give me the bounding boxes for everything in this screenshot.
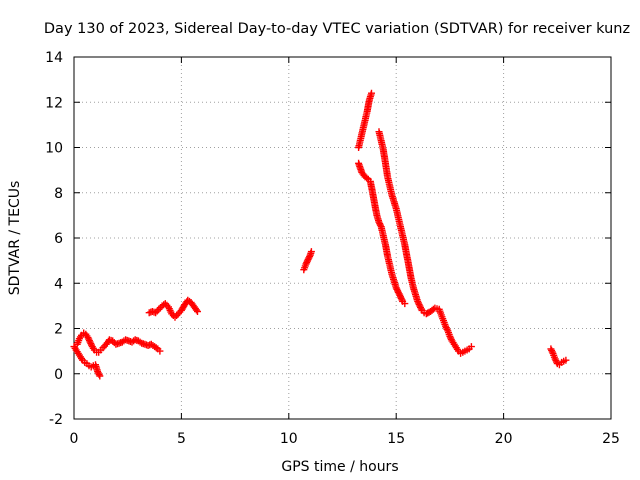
- x-tick-label: 25: [602, 431, 620, 447]
- data-point: [152, 309, 160, 317]
- x-tick-label: 5: [177, 431, 186, 447]
- data-point: [192, 306, 200, 314]
- data-point: [194, 308, 201, 315]
- y-tick-label: 14: [45, 50, 63, 66]
- data-point: [166, 306, 174, 314]
- y-tick-label: 0: [54, 367, 63, 383]
- data-point: [443, 325, 451, 333]
- data-point: [96, 372, 104, 380]
- data-point: [562, 356, 570, 364]
- y-tick-label: 8: [54, 186, 63, 202]
- y-tick-label: 4: [54, 276, 63, 292]
- x-axis-label: GPS time / hours: [281, 459, 398, 475]
- y-tick-label: 6: [54, 231, 63, 247]
- data-point: [95, 371, 103, 378]
- data-point: [152, 344, 160, 352]
- data-point: [173, 312, 181, 319]
- x-tick-label: 15: [387, 431, 405, 447]
- y-tick-label: 2: [54, 322, 63, 338]
- y-axis-label: SDTVAR / TECUs: [7, 181, 23, 296]
- data-series-kunz: [70, 89, 570, 380]
- x-tick-label: 0: [70, 431, 79, 447]
- grid: [74, 57, 611, 419]
- y-tick-label: 10: [45, 141, 63, 157]
- x-tick-label: 10: [280, 431, 298, 447]
- data-point: [467, 343, 475, 351]
- data-point: [376, 221, 384, 229]
- y-tick-label: 12: [45, 95, 63, 111]
- x-tick-label: 20: [495, 431, 513, 447]
- data-point: [401, 300, 409, 308]
- tick-labels: 0 5 10 15 20 25 -2 0 2 4 6 8 10 12 14: [45, 50, 620, 447]
- y-tick-label: -2: [49, 412, 63, 428]
- data-point: [363, 174, 371, 182]
- data-point: [174, 310, 182, 318]
- data-point: [153, 307, 161, 315]
- data-point: [368, 89, 375, 97]
- data-point: [156, 347, 164, 355]
- plot-frame: [73, 56, 612, 420]
- data-point: [307, 248, 315, 256]
- chart-title: Day 130 of 2023, Sidereal Day-to-day VTE…: [44, 21, 630, 37]
- data-point: [171, 313, 179, 321]
